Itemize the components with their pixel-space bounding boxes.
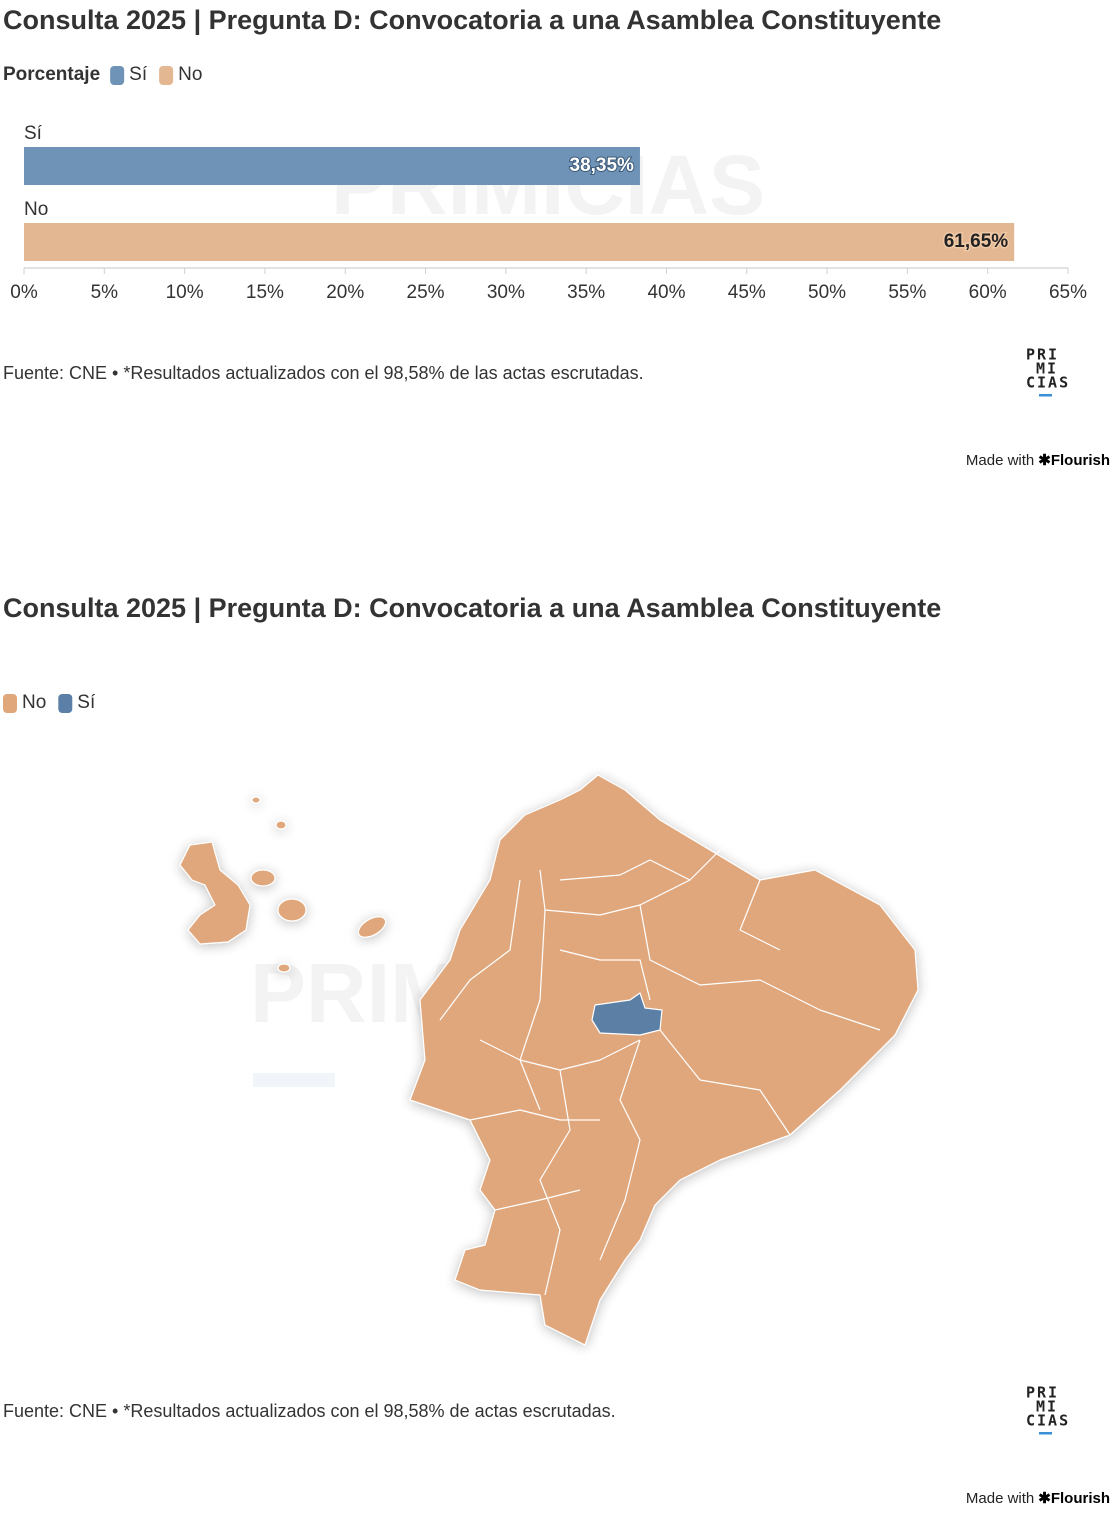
logo-underline xyxy=(1039,1432,1052,1435)
legend-swatch xyxy=(110,66,125,85)
bar xyxy=(24,147,640,185)
credit: Made with xyxy=(966,452,1034,469)
brand: ✱Flourish xyxy=(1038,1490,1110,1507)
legend-swatch xyxy=(3,694,17,713)
legend-label: Sí xyxy=(77,692,96,713)
x-tick-label: 5% xyxy=(91,282,119,303)
map-region xyxy=(277,963,291,973)
legend-label: No xyxy=(22,692,46,713)
category-label: No xyxy=(24,199,48,220)
credit: Made with xyxy=(966,1490,1034,1507)
map-region xyxy=(250,869,276,887)
map-region xyxy=(591,992,663,1036)
logo-text: PRI xyxy=(1026,346,1059,364)
category-label: Sí xyxy=(24,123,43,144)
source-note: Fuente: CNE • *Resultados actualizados c… xyxy=(3,1401,616,1421)
value-label: 38,35% xyxy=(570,155,635,176)
legend-swatch xyxy=(159,66,174,85)
brand: ✱Flourish xyxy=(1038,452,1110,469)
logo-text: CIAS xyxy=(1026,1412,1070,1430)
x-tick-label: 45% xyxy=(728,282,766,303)
chart-title: Consulta 2025 | Pregunta D: Convocatoria… xyxy=(3,593,941,623)
map-region xyxy=(251,796,261,804)
bar-chart: PRIMICIAS Consulta 2025 | Pregunta D: Con… xyxy=(3,5,1110,469)
logo-text: MI xyxy=(1036,1398,1058,1416)
x-tick-label: 25% xyxy=(407,282,445,303)
map-region xyxy=(277,898,307,922)
value-label: 61,65% xyxy=(944,231,1009,252)
x-tick-label: 0% xyxy=(10,282,38,303)
legend-title: Porcentaje xyxy=(3,64,100,85)
chart-title: Consulta 2025 | Pregunta D: Convocatoria… xyxy=(3,5,941,35)
logo-text: MI xyxy=(1036,360,1058,378)
x-tick-label: 60% xyxy=(969,282,1007,303)
x-tick-label: 50% xyxy=(808,282,846,303)
x-tick-label: 65% xyxy=(1049,282,1087,303)
logo-text: CIAS xyxy=(1026,374,1070,392)
map-chart: PRIMICIAS xyxy=(3,593,1110,1507)
logo-text: PRI xyxy=(1026,1384,1059,1402)
logo-underline xyxy=(1039,394,1052,397)
legend-label: No xyxy=(178,64,202,85)
x-tick-label: 55% xyxy=(888,282,926,303)
map-region xyxy=(275,820,287,830)
map-region xyxy=(179,841,251,945)
x-tick-label: 40% xyxy=(647,282,685,303)
bar xyxy=(24,223,1015,261)
province-borders xyxy=(439,849,881,1296)
x-tick-label: 30% xyxy=(487,282,525,303)
watermark-bar xyxy=(253,1073,335,1087)
source-note: Fuente: CNE • *Resultados actualizados c… xyxy=(3,363,644,383)
map-region xyxy=(357,916,387,938)
legend-label: Sí xyxy=(129,64,148,85)
x-tick-label: 15% xyxy=(246,282,284,303)
legend-swatch xyxy=(58,694,73,713)
map xyxy=(179,774,919,1346)
x-tick-label: 20% xyxy=(326,282,364,303)
map-region xyxy=(409,774,919,1346)
x-tick-label: 10% xyxy=(166,282,204,303)
x-tick-label: 35% xyxy=(567,282,605,303)
